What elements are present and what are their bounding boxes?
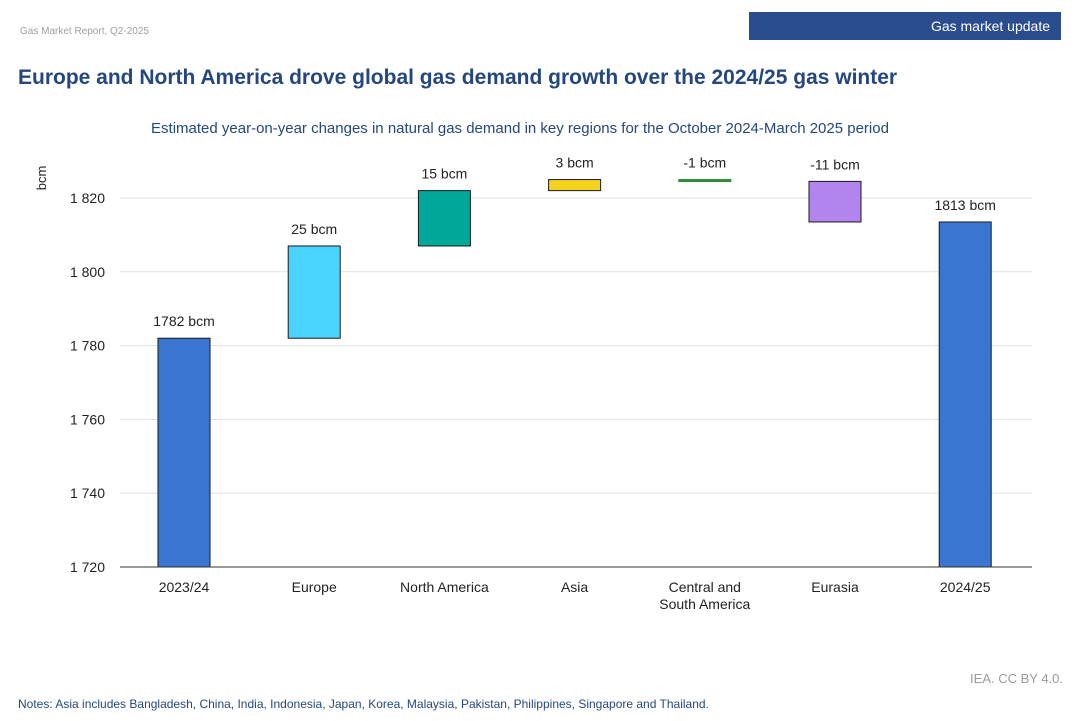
waterfall-bar (417, 190, 471, 247)
y-axis-label: bcm (34, 166, 49, 191)
chart-title: Estimated year-on-year changes in natura… (151, 120, 889, 137)
y-tick-label: 1 820 (70, 190, 105, 206)
credit-text: IEA. CC BY 4.0. (970, 671, 1063, 686)
section-banner: Gas market update (749, 12, 1061, 40)
x-tick-label: North America (400, 579, 489, 595)
x-tick-label: Europe (292, 579, 337, 595)
page-title: Europe and North America drove global ga… (18, 66, 898, 89)
waterfall-bar (938, 221, 992, 568)
waterfall-bar (157, 337, 211, 568)
data-label: 1782 bcm (153, 313, 214, 329)
x-tick-label: 2023/24 (159, 579, 210, 595)
data-label: 25 bcm (291, 221, 337, 237)
waterfall-chart: bcm 1 720 1 740 1 760 1 780 1 800 1 820 1782 bc… (34, 155, 1032, 612)
data-label: -11 bcm (810, 156, 860, 172)
x-tick-label: Eurasia (811, 579, 859, 595)
y-tick-label: 1 740 (70, 485, 105, 501)
data-label: 1813 bcm (934, 197, 995, 213)
notes-text: Notes: Asia includes Bangladesh, China, … (18, 697, 709, 711)
y-tick-label: 1 720 (70, 559, 105, 575)
waterfall-bar (548, 179, 602, 192)
x-tick-label: 2024/25 (940, 579, 991, 595)
x-tick-label: South America (659, 596, 750, 612)
data-label: 15 bcm (421, 166, 467, 182)
report-label: Gas Market Report, Q2-2025 (20, 26, 149, 37)
waterfall-bar (678, 179, 732, 183)
data-label: -1 bcm (683, 155, 726, 171)
x-tick-label: Asia (561, 579, 588, 595)
x-tick-label: Central and (669, 579, 741, 595)
waterfall-bar (808, 180, 862, 223)
y-tick-label: 1 760 (70, 411, 105, 427)
y-tick-label: 1 800 (70, 264, 105, 280)
section-banner-label: Gas market update (930, 18, 1050, 34)
data-label: 3 bcm (556, 155, 594, 171)
y-tick-label: 1 780 (70, 338, 105, 354)
waterfall-bar (287, 245, 341, 339)
